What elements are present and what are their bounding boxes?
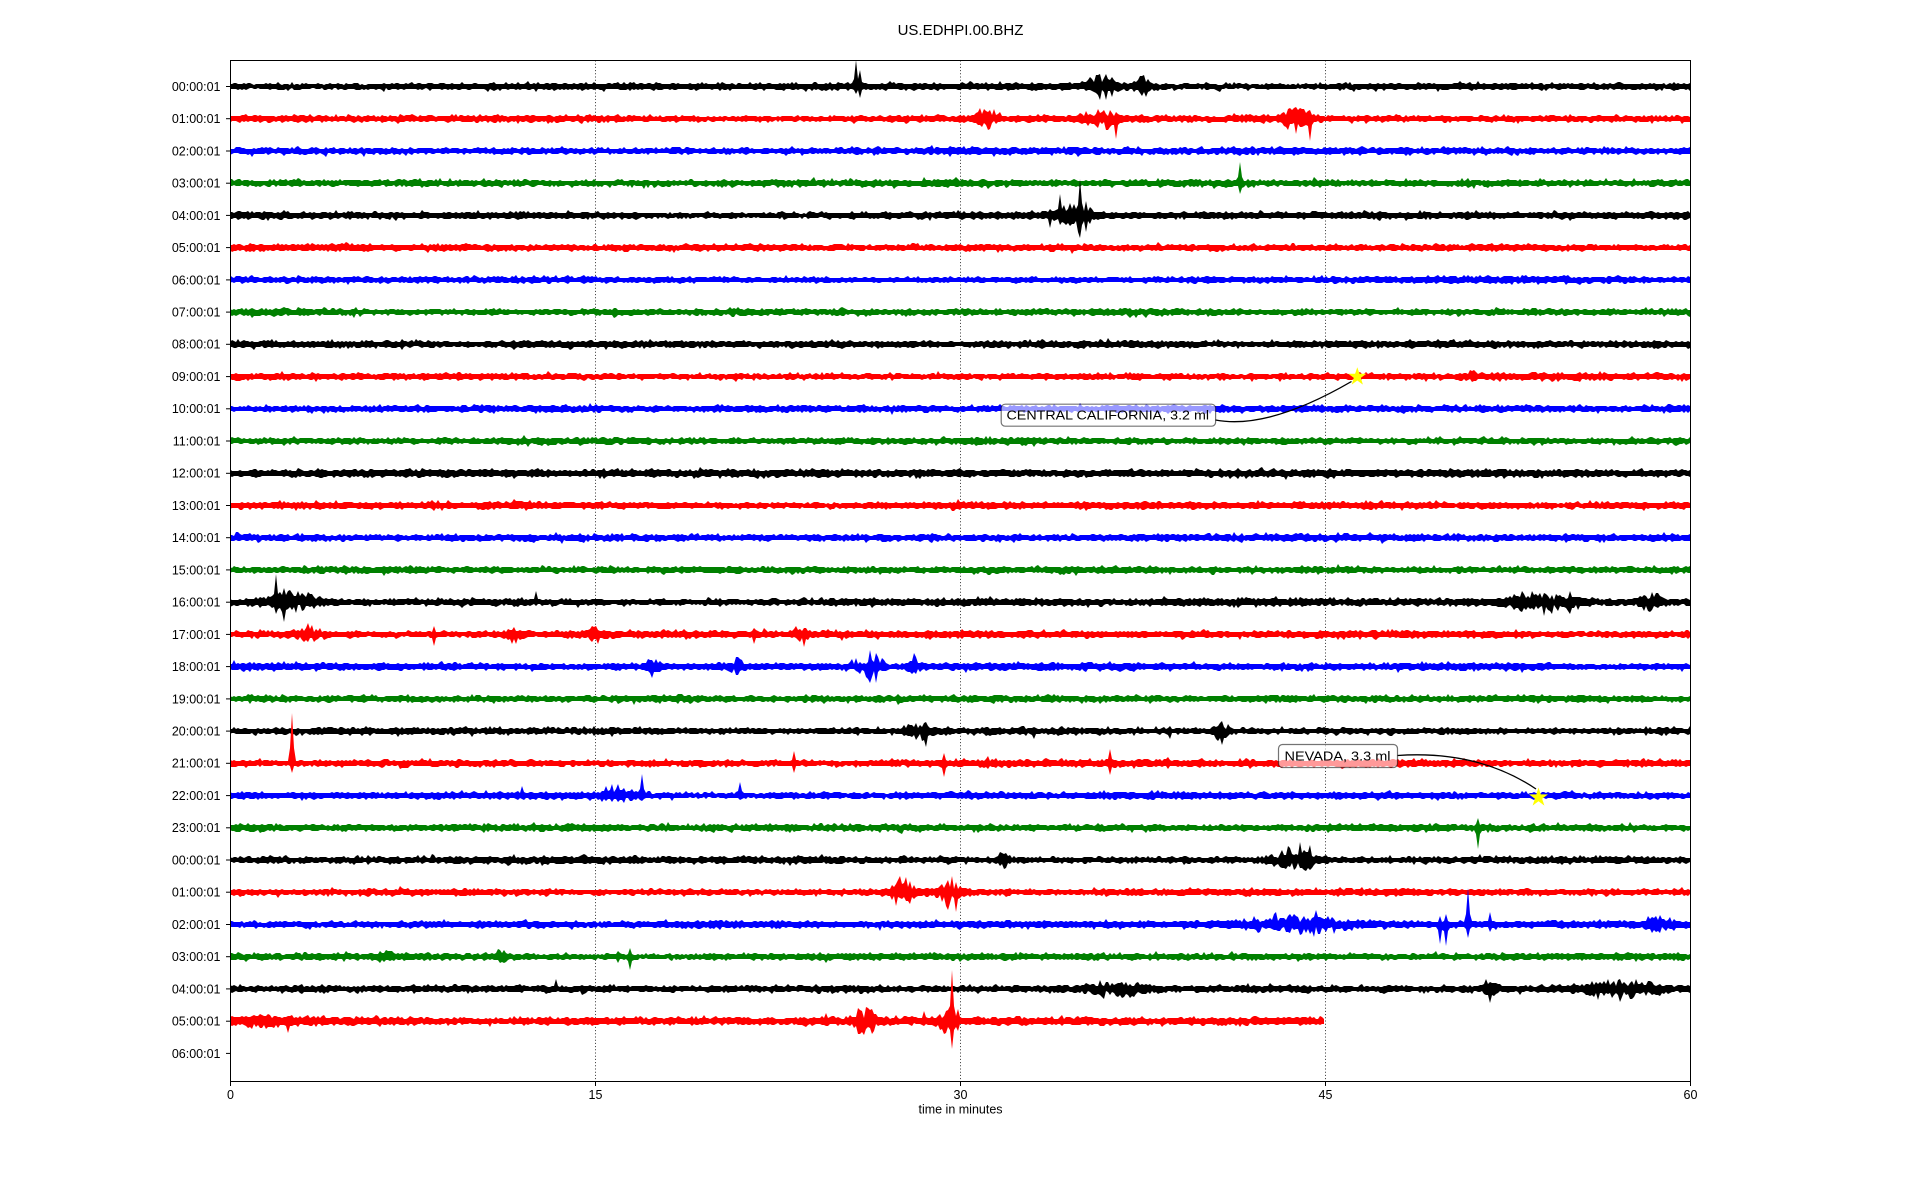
svg-text:23:00:01: 23:00:01 xyxy=(172,821,221,835)
svg-text:05:00:01: 05:00:01 xyxy=(172,241,221,255)
svg-text:12:00:01: 12:00:01 xyxy=(172,467,221,481)
svg-text:0: 0 xyxy=(227,1088,234,1102)
svg-text:21:00:01: 21:00:01 xyxy=(172,757,221,771)
svg-text:18:00:01: 18:00:01 xyxy=(172,660,221,674)
svg-text:00:00:01: 00:00:01 xyxy=(172,80,221,94)
svg-text:07:00:01: 07:00:01 xyxy=(172,306,221,320)
svg-text:05:00:01: 05:00:01 xyxy=(172,1015,221,1029)
svg-text:04:00:01: 04:00:01 xyxy=(172,982,221,996)
svg-text:NEVADA, 3.3 ml: NEVADA, 3.3 ml xyxy=(1285,749,1391,764)
svg-text:14:00:01: 14:00:01 xyxy=(172,531,221,545)
svg-text:CENTRAL CALIFORNIA, 3.2 ml: CENTRAL CALIFORNIA, 3.2 ml xyxy=(1007,407,1210,422)
svg-text:03:00:01: 03:00:01 xyxy=(172,177,221,191)
svg-text:15:00:01: 15:00:01 xyxy=(172,563,221,577)
svg-text:30: 30 xyxy=(954,1088,968,1102)
svg-text:04:00:01: 04:00:01 xyxy=(172,209,221,223)
svg-text:09:00:01: 09:00:01 xyxy=(172,370,221,384)
svg-text:06:00:01: 06:00:01 xyxy=(172,273,221,287)
svg-text:02:00:01: 02:00:01 xyxy=(172,918,221,932)
svg-text:time in minutes: time in minutes xyxy=(918,1103,1002,1117)
svg-text:US.EDHPI.00.BHZ: US.EDHPI.00.BHZ xyxy=(898,22,1024,39)
svg-text:03:00:01: 03:00:01 xyxy=(172,950,221,964)
svg-text:06:00:01: 06:00:01 xyxy=(172,1047,221,1061)
svg-text:45: 45 xyxy=(1319,1088,1333,1102)
svg-text:02:00:01: 02:00:01 xyxy=(172,144,221,158)
svg-text:60: 60 xyxy=(1684,1088,1698,1102)
svg-text:13:00:01: 13:00:01 xyxy=(172,499,221,513)
svg-text:01:00:01: 01:00:01 xyxy=(172,886,221,900)
svg-text:20:00:01: 20:00:01 xyxy=(172,725,221,739)
svg-text:10:00:01: 10:00:01 xyxy=(172,402,221,416)
svg-text:11:00:01: 11:00:01 xyxy=(173,434,221,448)
svg-text:01:00:01: 01:00:01 xyxy=(172,112,221,126)
svg-text:16:00:01: 16:00:01 xyxy=(172,596,221,610)
svg-text:08:00:01: 08:00:01 xyxy=(172,338,221,352)
svg-text:22:00:01: 22:00:01 xyxy=(172,789,221,803)
svg-text:19:00:01: 19:00:01 xyxy=(172,692,221,706)
svg-text:00:00:01: 00:00:01 xyxy=(172,853,221,867)
svg-text:17:00:01: 17:00:01 xyxy=(172,628,221,642)
svg-text:15: 15 xyxy=(589,1088,603,1102)
